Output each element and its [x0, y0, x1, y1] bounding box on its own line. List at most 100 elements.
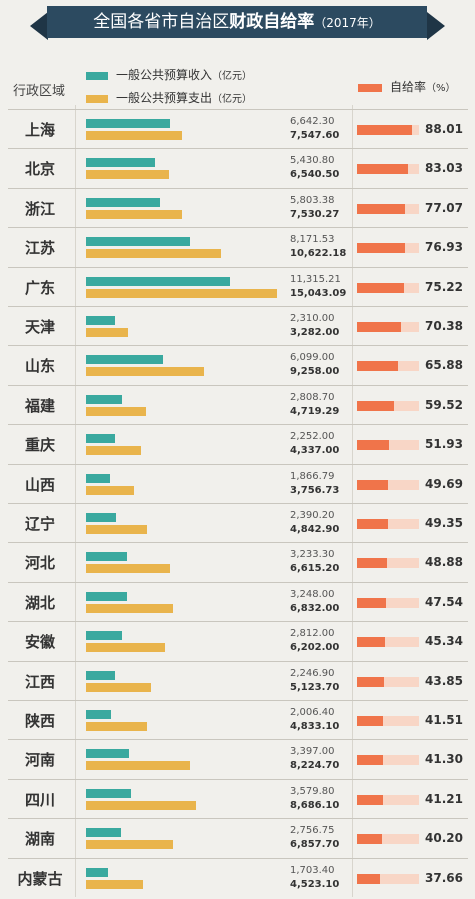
- table-row: 内蒙古 1,703.40 4,523.10 37.66: [0, 859, 475, 899]
- expenditure-bar: [86, 485, 134, 495]
- row-separator: [8, 384, 468, 386]
- table-row: 福建 2,808.70 4,719.29 59.52: [0, 386, 475, 426]
- income-bar: [86, 710, 111, 719]
- income-bar: [86, 591, 127, 601]
- income-value: 3,248.00: [290, 588, 335, 600]
- expenditure-value: 8,224.70: [290, 760, 340, 772]
- title-banner: [47, 6, 427, 38]
- income-bar: [86, 513, 116, 522]
- ratio-bar-track: [357, 637, 419, 648]
- row-separator: [8, 621, 468, 623]
- income-bar: [86, 749, 129, 759]
- expenditure-bar: [86, 761, 190, 771]
- region-name: 北京: [24, 160, 55, 179]
- income-bar: [86, 276, 230, 286]
- legend-income: 一般公共预算收入（亿元）: [86, 66, 252, 83]
- ratio-bar-track: [357, 834, 419, 845]
- table-row: 山西 1,866.79 3,756.73 49.69: [0, 465, 475, 505]
- ratio-bar: [357, 203, 405, 214]
- ratio-bar-track: [357, 479, 419, 490]
- ratio-value: 41.21: [425, 791, 463, 806]
- income-bar: [86, 119, 170, 128]
- ratio-bar: [357, 164, 408, 175]
- region-name: 山西: [24, 475, 55, 494]
- region-name: 江西: [24, 672, 55, 691]
- income-bar: [86, 867, 108, 877]
- expenditure-bar: [86, 131, 182, 140]
- divider-left: [75, 105, 76, 897]
- row-separator: [8, 700, 468, 701]
- expenditure-value: 4,833.10: [290, 721, 340, 732]
- expenditure-value: 4,523.10: [290, 878, 340, 890]
- ratio-bar-track: [357, 597, 419, 608]
- region-name: 天津: [24, 318, 55, 336]
- ratio-value: 49.35: [425, 516, 463, 530]
- ratio-value: 40.20: [425, 831, 463, 846]
- expenditure-value: 6,615.20: [290, 563, 340, 575]
- expenditure-bar: [86, 879, 143, 889]
- banner-fold-left: [30, 12, 48, 40]
- legend-income-unit: （亿元）: [212, 71, 253, 82]
- region-name: 湖北: [24, 593, 55, 612]
- expenditure-value: 4,842.90: [290, 524, 340, 535]
- table-row: 北京 5,430.80 6,540.50 83.03: [0, 149, 475, 189]
- income-bar: [86, 828, 121, 838]
- expenditure-bar: [86, 170, 169, 180]
- expenditure-bar: [86, 288, 277, 298]
- row-separator: [8, 227, 468, 229]
- banner-fold-right: [427, 12, 445, 40]
- income-bar: [86, 355, 163, 365]
- income-value: 6,642.30: [290, 116, 335, 127]
- income-value: 11,315.21: [290, 273, 341, 285]
- income-value: 5,430.80: [290, 155, 335, 167]
- region-name: 四川: [24, 790, 55, 809]
- expenditure-bar: [86, 800, 196, 810]
- table-row: 江西 2,246.90 5,123.70 43.85: [0, 662, 475, 702]
- expenditure-bar: [86, 367, 204, 377]
- ratio-bar-track: [357, 519, 419, 529]
- income-value: 2,808.70: [290, 391, 335, 403]
- expenditure-value: 9,258.00: [290, 366, 340, 378]
- expenditure-bar: [86, 209, 182, 219]
- table-row: 上海 6,642.30 7,547.60 88.01: [0, 110, 475, 150]
- ratio-value: 48.88: [425, 555, 463, 570]
- ratio-value: 59.52: [425, 397, 463, 412]
- income-value: 2,006.40: [290, 707, 335, 718]
- page-title: 全国各省市自治区财政自给率（2017年）: [47, 6, 427, 38]
- ratio-bar: [357, 597, 386, 608]
- region-name: 辽宁: [24, 515, 55, 533]
- title-year: （2017年）: [314, 16, 381, 30]
- table-row: 湖南 2,756.75 6,857.70 40.20: [0, 819, 475, 859]
- row-separator: [8, 542, 468, 544]
- income-value: 2,756.75: [290, 825, 335, 837]
- expenditure-value: 6,832.00: [290, 602, 340, 614]
- ratio-bar: [357, 676, 384, 687]
- legend-income-swatch: [86, 71, 108, 80]
- income-bar: [86, 473, 110, 483]
- row-separator: [8, 187, 468, 189]
- ratio-bar: [357, 716, 383, 726]
- ratio-value: 43.85: [425, 673, 463, 688]
- ratio-bar-track: [357, 676, 419, 687]
- row-separator: [8, 266, 468, 268]
- expenditure-value: 10,622.18: [290, 248, 347, 260]
- table-row: 陕西 2,006.40 4,833.10 41.51: [0, 701, 475, 741]
- ratio-value: 70.38: [425, 319, 463, 333]
- income-value: 3,397.00: [290, 746, 335, 758]
- legend-ratio-label: 自给率: [390, 80, 427, 94]
- expenditure-value: 7,530.27: [290, 208, 340, 220]
- expenditure-value: 3,756.73: [290, 484, 340, 496]
- income-bar: [86, 434, 115, 444]
- table-row: 安徽 2,812.00 6,202.00 45.34: [0, 622, 475, 662]
- ratio-bar-track: [357, 716, 419, 726]
- income-bar: [86, 158, 155, 168]
- expenditure-value: 5,123.70: [290, 681, 340, 693]
- expenditure-value: 3,282.00: [290, 327, 340, 338]
- ratio-bar-track: [357, 794, 419, 805]
- ratio-bar: [357, 322, 401, 332]
- expenditure-bar: [86, 446, 141, 456]
- region-name: 河南: [24, 751, 55, 770]
- row-separator: [8, 503, 468, 504]
- ratio-value: 88.01: [425, 122, 463, 136]
- ratio-value: 47.54: [425, 594, 463, 609]
